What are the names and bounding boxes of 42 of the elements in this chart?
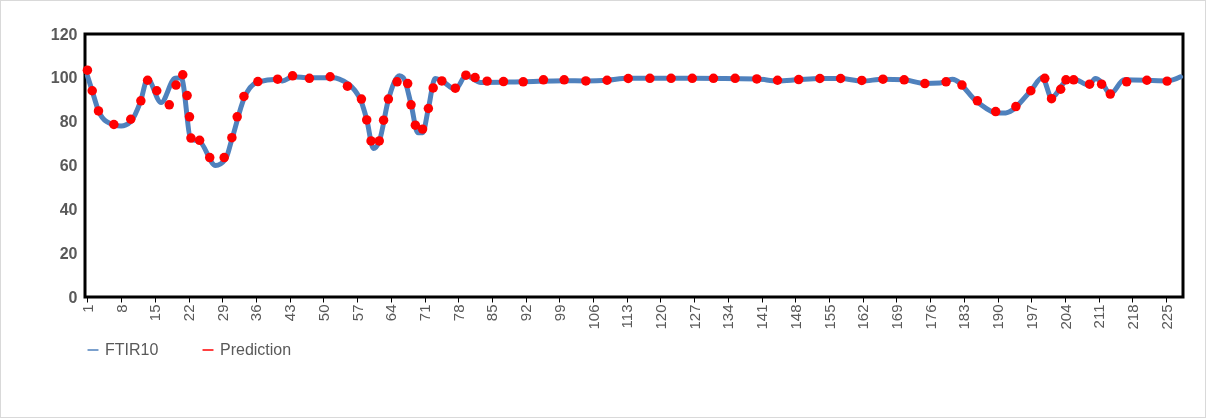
y-tick-label: 0 — [68, 288, 78, 306]
x-tick-label: 85 — [483, 304, 501, 322]
x-tick-label: 169 — [887, 304, 905, 330]
x-tick-label: 71 — [416, 304, 434, 322]
x-tick-label: 15 — [146, 304, 164, 322]
y-tick-label: 120 — [50, 25, 78, 43]
x-tick-label: 106 — [584, 304, 602, 330]
x-tick-label: 22 — [180, 304, 198, 322]
x-tick-label: 43 — [281, 304, 299, 322]
x-tick-label: 36 — [247, 304, 265, 322]
x-tick-label: 148 — [786, 304, 804, 330]
y-tick-label: 80 — [59, 113, 78, 131]
x-tick-label: 120 — [651, 304, 669, 330]
x-tick-label: 162 — [854, 304, 872, 330]
x-tick-label: 99 — [550, 304, 568, 322]
x-tick-label: 225 — [1157, 304, 1175, 330]
y-tick-label: 60 — [59, 157, 78, 174]
x-tick-label: 8 — [112, 304, 130, 313]
x-tick-label: 1 — [78, 304, 96, 313]
y-tick-label: 40 — [59, 200, 78, 218]
x-tick-label: 211 — [1090, 304, 1108, 329]
x-tick-label: 218 — [1123, 304, 1141, 330]
legend-label: FTIR10 — [105, 341, 159, 358]
x-tick-label: 141 — [753, 304, 771, 330]
x-tick-label: 204 — [1056, 304, 1074, 330]
x-tick-label: 113 — [618, 304, 636, 329]
y-tick-label: 20 — [59, 244, 78, 262]
x-tick-label: 92 — [517, 304, 535, 322]
x-tick-label: 78 — [449, 304, 467, 322]
x-tick-label: 176 — [921, 304, 939, 330]
x-tick-label: 183 — [955, 304, 973, 330]
x-tick-label: 57 — [348, 304, 366, 322]
x-tick-label: 29 — [213, 304, 231, 322]
legend-label: Prediction — [220, 341, 292, 358]
x-tick-label: 197 — [1022, 304, 1040, 330]
y-tick-label: 100 — [50, 69, 78, 87]
x-tick-label: 134 — [719, 304, 737, 330]
x-tick-label: 190 — [989, 304, 1007, 330]
x-tick-label: 127 — [685, 304, 703, 330]
x-tick-label: 155 — [820, 304, 838, 330]
x-tick-label: 64 — [382, 304, 400, 322]
x-tick-label: 50 — [314, 304, 332, 322]
